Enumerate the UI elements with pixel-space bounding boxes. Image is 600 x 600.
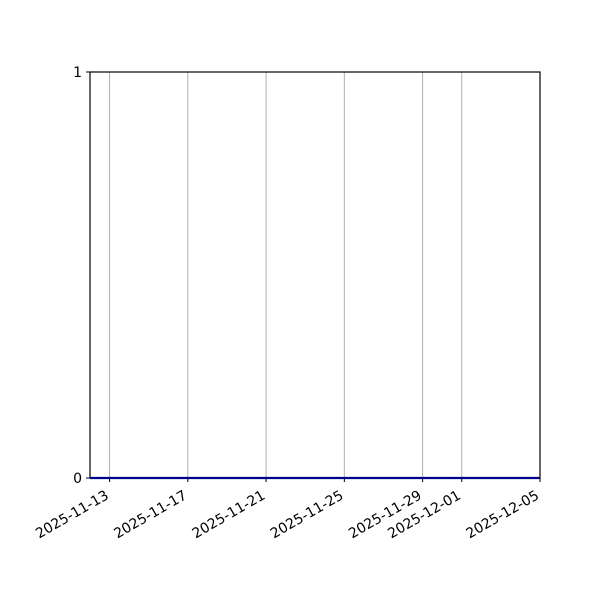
y-axis: 01 xyxy=(73,65,90,487)
x-tick-label: 2025-12-05 xyxy=(464,488,542,543)
x-tick-label: 2025-11-17 xyxy=(111,488,189,543)
x-tick-label: 2025-11-21 xyxy=(190,488,268,543)
y-tick-label: 1 xyxy=(73,65,82,81)
gridlines xyxy=(109,72,541,478)
x-tick-label: 2025-11-25 xyxy=(268,488,346,543)
y-tick-label: 0 xyxy=(73,471,82,487)
plot-frame xyxy=(89,71,541,479)
x-axis: 2025-11-13 2025-11-17 2025-11-21 2025-11-25… xyxy=(33,478,542,542)
plot-border xyxy=(89,71,541,479)
x-tick-label: 2025-11-13 xyxy=(33,488,111,543)
